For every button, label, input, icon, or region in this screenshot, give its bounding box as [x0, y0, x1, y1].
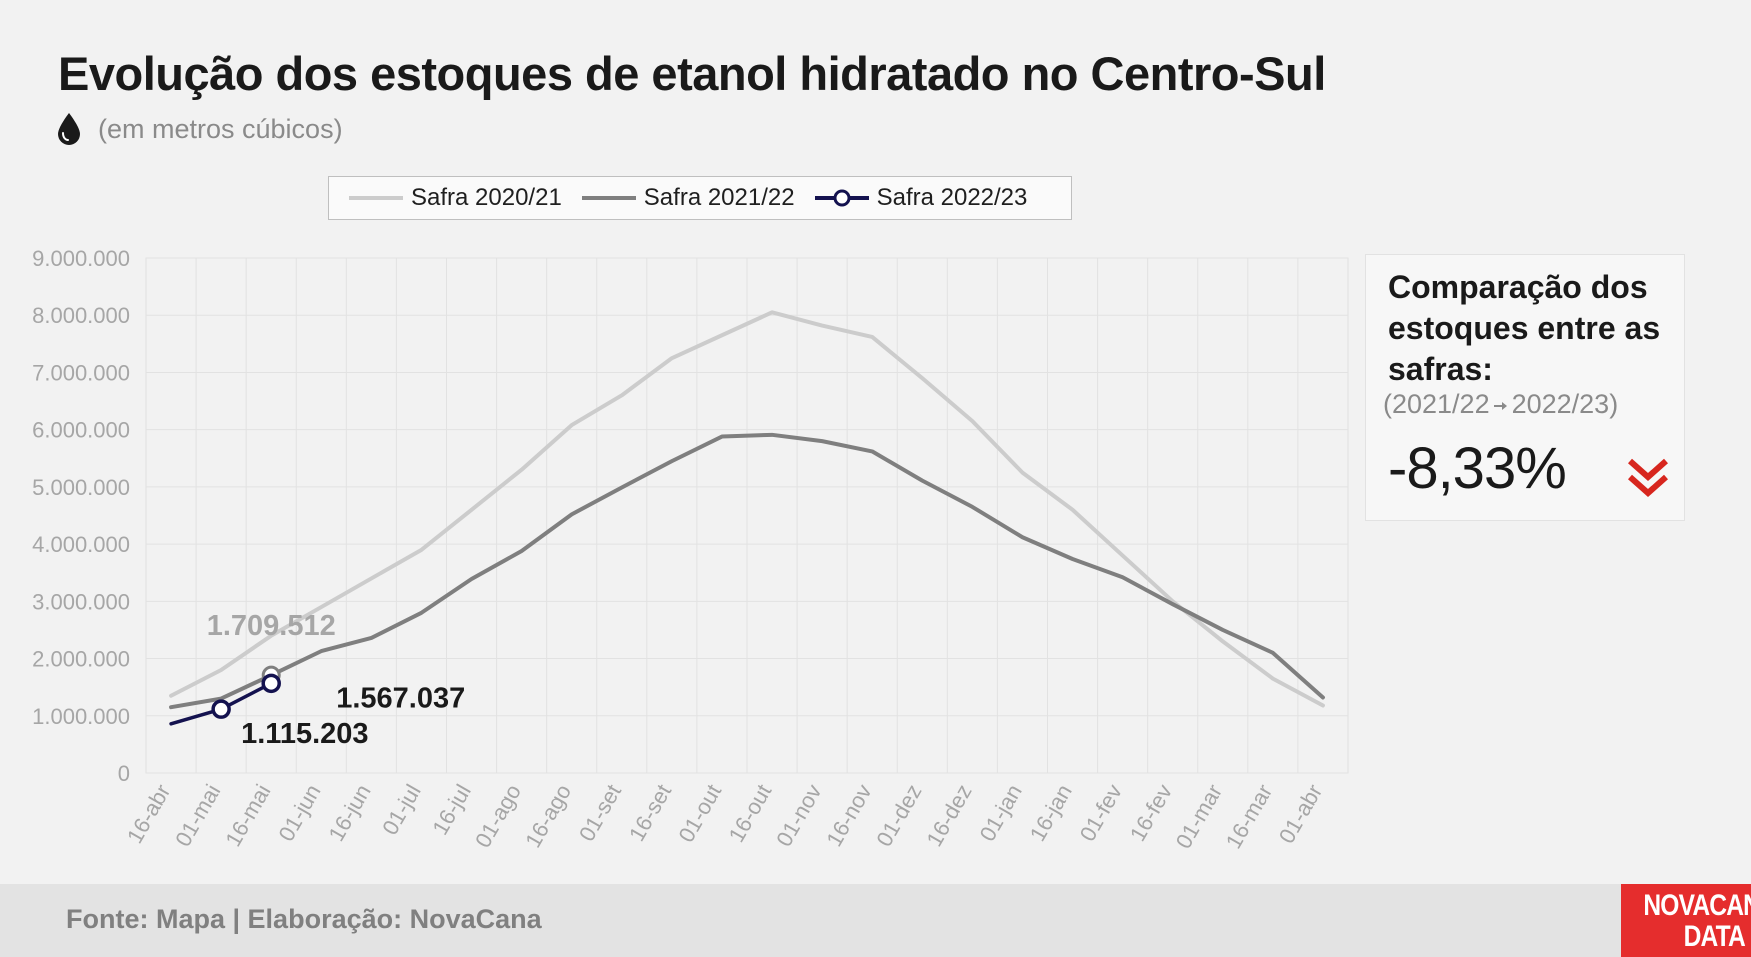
x-tick-label: 01-mar	[1171, 780, 1227, 853]
footer-bar	[0, 884, 1751, 957]
legend-item-2021: Safra 2021/22	[580, 184, 795, 212]
small-arrow-right-icon	[1493, 402, 1507, 410]
legend-label-2022: Safra 2022/23	[876, 184, 1028, 211]
logo-line-2: DATA	[1683, 920, 1746, 953]
legend-label-2020: Safra 2020/21	[411, 184, 562, 211]
x-tick-label: 16-mai	[220, 780, 275, 851]
x-tick-label: 01-out	[673, 780, 726, 847]
x-tick-label: 16-jul	[427, 780, 476, 839]
panel-percent-value: -8,33%	[1388, 436, 1567, 501]
x-tick-label: 01-dez	[871, 780, 926, 851]
y-tick-label: 4.000.000	[32, 532, 130, 557]
x-tick-label: 01-jun	[273, 780, 325, 845]
legend-swatch-2020	[349, 196, 403, 200]
y-tick-label: 6.000.000	[32, 418, 130, 443]
legend-swatch-2021	[581, 196, 636, 200]
legend-swatch-2022	[814, 189, 869, 207]
data-label: 1.567.037	[336, 682, 465, 714]
panel-period-to: 2022/23)	[1511, 389, 1619, 419]
line-chart: 0 1.000.000 2.000.000 3.000.000 4.000.000 5.0…	[32, 246, 1349, 853]
source-credit: Fonte: Mapa | Elaboração: NovaCana	[66, 904, 542, 934]
x-tick-label: 01-nov	[771, 780, 826, 851]
x-tick-label: 01-set	[574, 780, 626, 845]
y-tick-label: 7.000.000	[32, 360, 130, 385]
double-chevron-down-icon	[1628, 458, 1668, 498]
panel-period: (2021/22 2022/23)	[1383, 389, 1618, 420]
x-tick-label: 16-nov	[821, 780, 876, 851]
comparison-panel: Comparação dos estoques entre as safras:…	[1365, 254, 1685, 521]
data-point-2022-16-mai	[261, 673, 281, 694]
x-tick-label: 16-ago	[520, 780, 576, 852]
y-tick-label: 3.000.000	[32, 589, 130, 614]
x-tick-label: 16-jun	[323, 780, 375, 845]
y-tick-label: 9.000.000	[32, 246, 130, 271]
chart-subtitle: (em metros cúbicos)	[98, 113, 343, 144]
chart-legend: Safra 2020/21 Safra 2021/22 Safra 2022/2…	[328, 176, 1072, 220]
x-tick-label: 16-fev	[1125, 780, 1177, 845]
novacana-data-logo: NOVACANA DATA	[1621, 884, 1751, 957]
x-tick-label: 01-fev	[1075, 780, 1127, 845]
y-tick-label: 8.000.000	[32, 303, 130, 328]
panel-period-from: (2021/22	[1383, 389, 1490, 419]
legend-label-2021: Safra 2021/22	[643, 184, 795, 211]
x-tick-label: 16-mar	[1221, 780, 1277, 853]
series-line-202021	[169, 310, 1325, 708]
x-tick-label: 16-out	[724, 780, 777, 847]
x-tick-label: 01-abr	[1274, 780, 1327, 848]
x-tick-label: 16-abr	[122, 780, 175, 848]
data-point-2022-01-mai	[211, 699, 231, 719]
y-tick-label: 1.000.000	[32, 704, 130, 729]
panel-title: Comparação dos estoques entre as safras:	[1388, 269, 1661, 387]
legend-item-2020: Safra 2020/21	[347, 184, 562, 212]
y-tick-label: 5.000.000	[32, 475, 130, 500]
x-tick-label: 16-set	[624, 780, 676, 845]
x-tick-label: 01-ago	[470, 780, 526, 852]
chart-title: Evolução dos estoques de etanol hidratad…	[58, 47, 1326, 100]
series-line-202122	[169, 432, 1325, 710]
x-tick-label: 01-jan	[975, 780, 1027, 845]
x-tick-label: 16-jan	[1025, 780, 1077, 845]
y-tick-label: 2.000.000	[32, 647, 130, 672]
x-tick-label: 01-mai	[170, 780, 225, 851]
y-tick-label: 0	[118, 761, 130, 786]
data-label: 1.115.203	[241, 718, 368, 750]
logo-line-1: NOVACANA	[1643, 889, 1751, 922]
x-tick-label: 16-dez	[921, 780, 976, 851]
drop-icon	[58, 113, 80, 145]
data-label: 1.709.512	[207, 610, 336, 642]
x-tick-label: 01-jul	[377, 780, 426, 839]
legend-item-2022: Safra 2022/23	[813, 184, 1028, 212]
subtitle-row: (em metros cúbicos)	[56, 112, 343, 146]
